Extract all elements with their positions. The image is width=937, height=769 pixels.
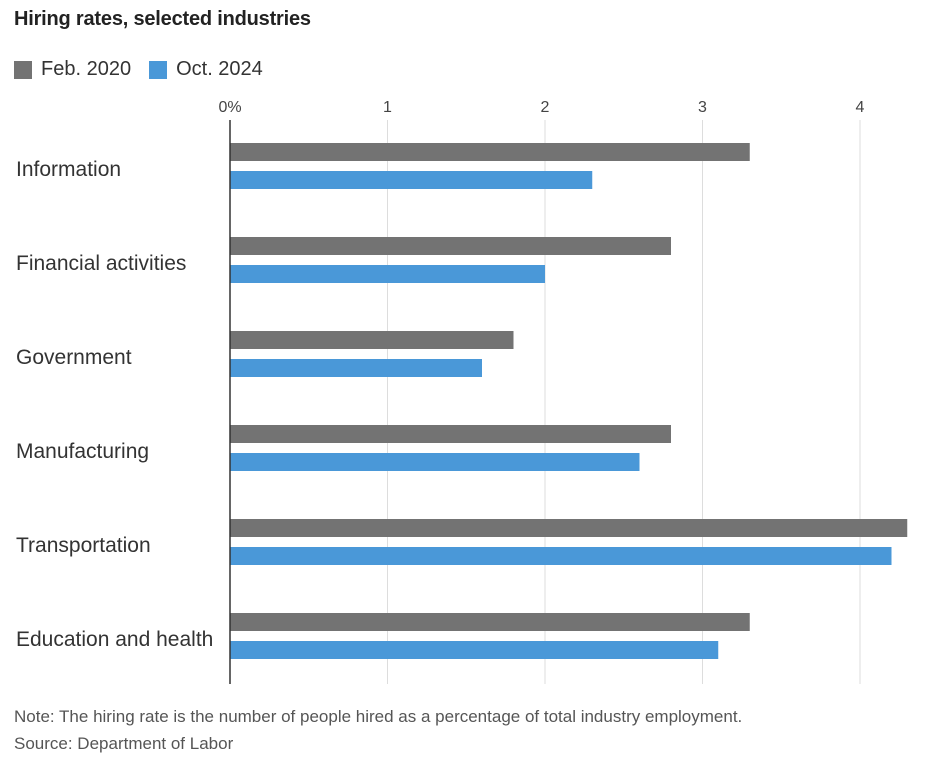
bar-feb-2020 <box>230 519 908 537</box>
bar-oct-2024 <box>230 265 545 283</box>
category-label: Education and health <box>16 628 213 651</box>
legend: Feb. 2020 Oct. 2024 <box>14 58 281 81</box>
legend-label-oct-2024: Oct. 2024 <box>176 58 263 80</box>
legend-swatch-feb-2020 <box>14 60 32 79</box>
legend-item-oct-2024: Oct. 2024 <box>149 58 263 81</box>
bar-oct-2024 <box>230 453 640 471</box>
bar-feb-2020 <box>230 143 750 161</box>
x-tick-label: 0% <box>218 99 241 116</box>
chart-title: Hiring rates, selected industries <box>14 8 311 30</box>
category-label: Transportation <box>16 534 151 557</box>
bar-feb-2020 <box>230 331 514 349</box>
legend-swatch-oct-2024 <box>149 60 168 79</box>
chart-note: Note: The hiring rate is the number of p… <box>14 707 743 726</box>
bar-oct-2024 <box>230 171 593 189</box>
category-label: Manufacturing <box>16 440 149 463</box>
category-label: Government <box>16 346 132 369</box>
bar-chart: 0% 1 2 3 4 Information Financial activities Gov… <box>16 99 908 684</box>
x-tick-label: 4 <box>856 99 865 116</box>
x-tick-label: 3 <box>698 99 707 116</box>
category-label: Information <box>16 158 121 181</box>
x-tick-label: 1 <box>383 99 392 116</box>
chart-source: Source: Department of Labor <box>14 734 234 753</box>
bar-oct-2024 <box>230 359 482 377</box>
bar-oct-2024 <box>230 547 892 565</box>
legend-item-feb-2020: Feb. 2020 <box>14 58 131 81</box>
bar-feb-2020 <box>230 613 750 631</box>
category-label: Financial activities <box>16 252 186 275</box>
legend-label-feb-2020: Feb. 2020 <box>41 58 132 80</box>
bar-oct-2024 <box>230 641 719 659</box>
bar-feb-2020 <box>230 237 671 255</box>
x-tick-label: 2 <box>541 99 550 116</box>
bar-feb-2020 <box>230 425 671 443</box>
